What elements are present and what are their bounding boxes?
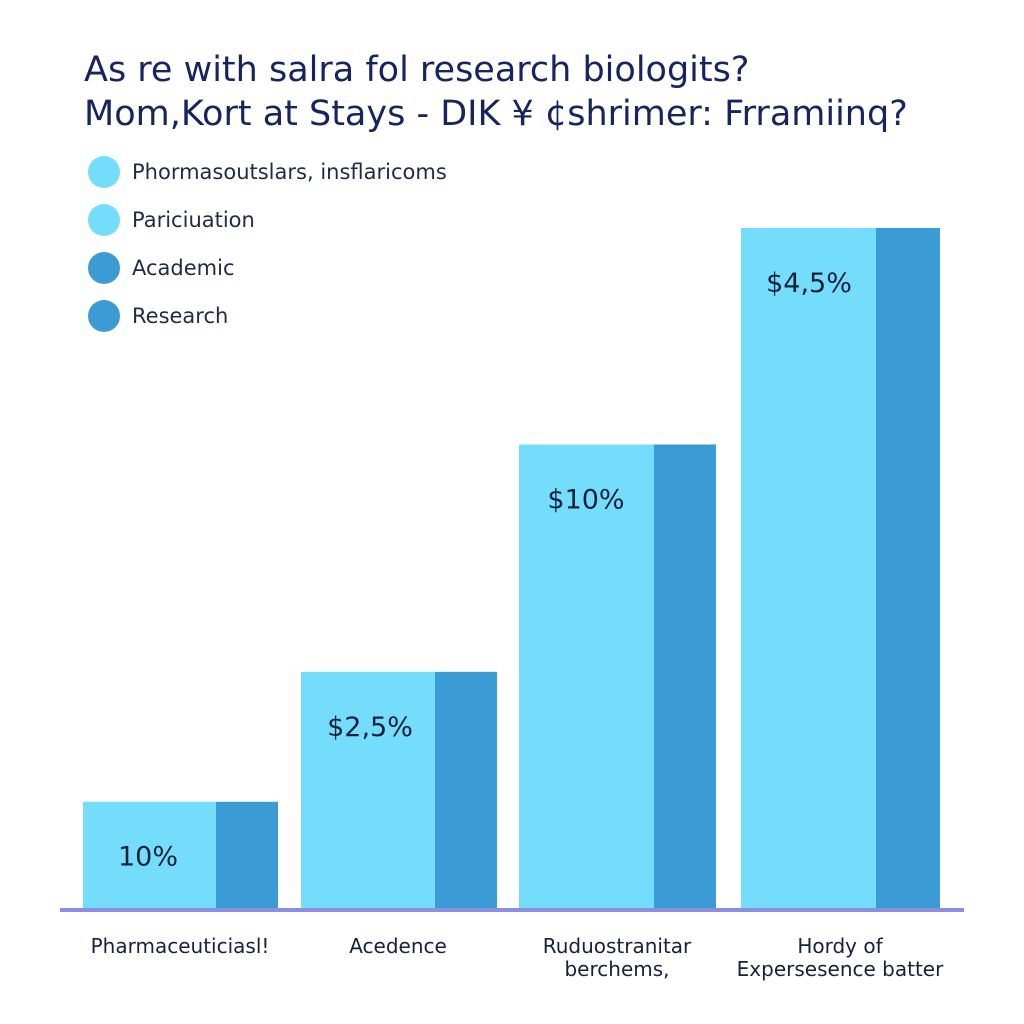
- category-label-ruduostranitar: Ruduostranitar berchems,: [542, 934, 692, 981]
- legend-label: Phormasoutslars, insflaricoms: [132, 160, 447, 184]
- legend-label: Research: [132, 304, 229, 328]
- legend-label: Pariciuation: [132, 208, 255, 232]
- legend-swatch: [88, 204, 120, 236]
- chart-title-line-1: As re with salra fol research biologits?: [84, 50, 750, 90]
- chart-legend: Phormasoutslars, insflaricoms Pariciuati…: [88, 148, 447, 340]
- legend-swatch: [88, 252, 120, 284]
- category-label-hordy-of-expersesence: Hordy of Expersesence batter: [736, 934, 944, 981]
- legend-item: Academic: [88, 244, 447, 292]
- bar-side-2: [435, 671, 497, 910]
- bar-front-2: [301, 671, 435, 910]
- bar-value-label-1: 10%: [118, 842, 178, 873]
- legend-item: Research: [88, 292, 447, 340]
- chart-title: As re with salra fol research biologits?…: [84, 48, 984, 136]
- bar-value-label-2: $2,5%: [327, 712, 413, 743]
- bar-side-4: [876, 228, 940, 910]
- legend-swatch: [88, 300, 120, 332]
- category-label-acedence: Acedence: [349, 934, 447, 958]
- legend-item: Phormasoutslars, insflaricoms: [88, 148, 447, 196]
- bar-side-3: [654, 444, 716, 910]
- legend-item: Pariciuation: [88, 196, 447, 244]
- legend-label: Academic: [132, 256, 235, 280]
- bar-side-1: [216, 801, 278, 910]
- bar-front-3: [519, 444, 654, 910]
- bars-layer: 10% $2,5% $10% $4,5%: [83, 228, 940, 910]
- bar-front-4: [741, 228, 876, 910]
- bar-value-label-3: $10%: [547, 485, 624, 516]
- bar-value-label-4: $4,5%: [766, 268, 852, 299]
- legend-swatch: [88, 156, 120, 188]
- chart-title-line-2: Mom,Kort at Stays - DIK ¥ ¢shrimer: Frra…: [84, 94, 908, 134]
- category-label-pharmaceuticiasl: Pharmaceuticiasl!: [90, 934, 270, 958]
- bar-front-1: [83, 801, 216, 910]
